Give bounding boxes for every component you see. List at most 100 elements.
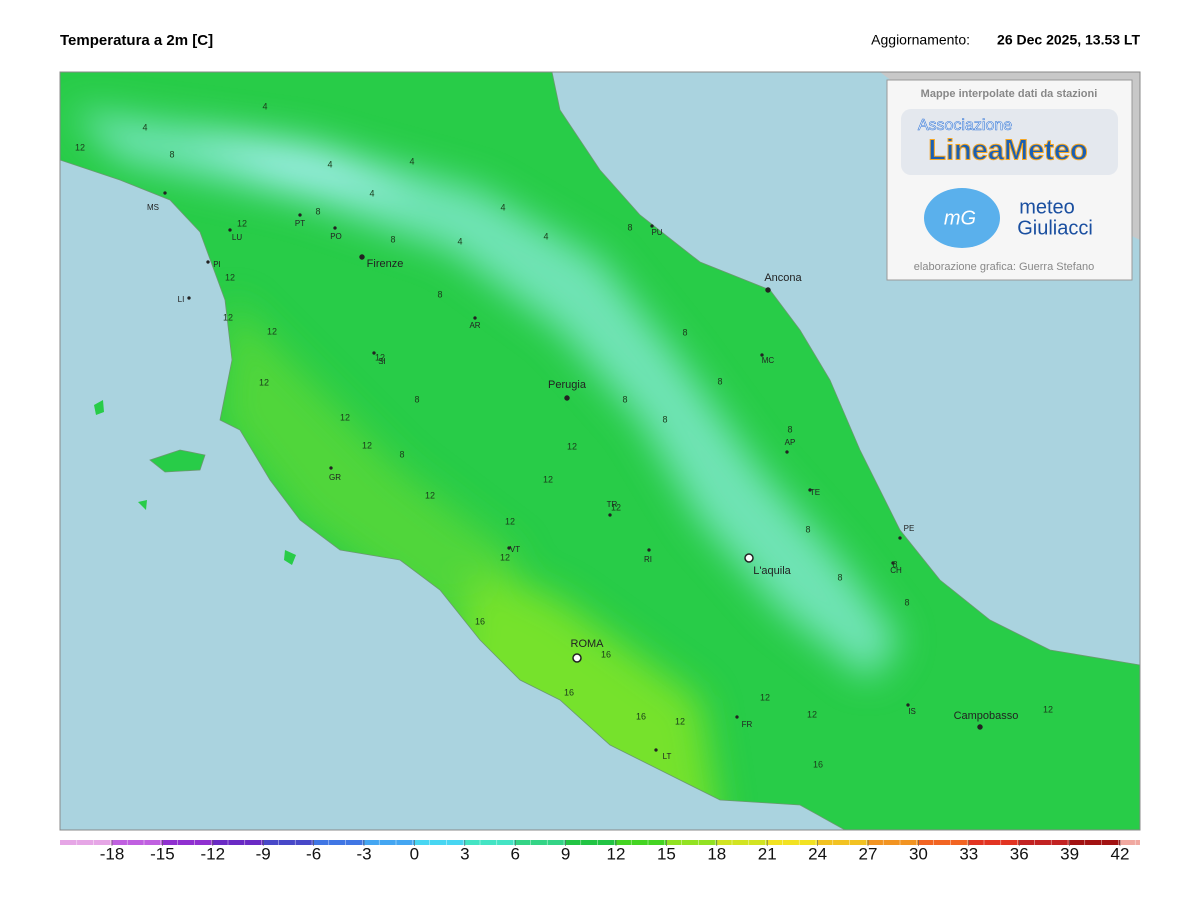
place-dot: [298, 213, 302, 217]
place-label: FR: [742, 720, 753, 729]
contour-label: 12: [675, 716, 685, 726]
colorbar-segment: [263, 840, 314, 845]
colorbar-segment: [1120, 840, 1140, 845]
place-label: TR: [607, 500, 618, 509]
colorbar-tick-label: 3: [460, 844, 469, 863]
colorbar-tick-label: -12: [201, 844, 226, 863]
contour-label: 16: [564, 687, 574, 697]
colorbar-tick-label: 6: [510, 844, 519, 863]
logo-credit: elaborazione grafica: Guerra Stefano: [914, 261, 1094, 273]
contour-label: 8: [399, 449, 404, 459]
colorbar-tick-label: -15: [150, 844, 175, 863]
contour-label: 4: [142, 122, 147, 132]
place-dot: [785, 450, 789, 454]
place-dot: [744, 553, 754, 563]
contour-label: 8: [837, 572, 842, 582]
colorbar-segment: [767, 840, 818, 845]
place-dot: [898, 536, 902, 540]
place-label: Firenze: [367, 258, 404, 270]
colorbar-segment: [464, 840, 516, 845]
logo-meteo: meteo: [1019, 196, 1075, 218]
contour-label: 12: [375, 352, 385, 362]
colorbar-segment: [313, 840, 364, 845]
contour-label: 12: [362, 440, 372, 450]
contour-label: 12: [543, 474, 553, 484]
contour-label: 8: [682, 327, 687, 337]
place-dot: [735, 715, 739, 719]
contour-label: 12: [500, 552, 510, 562]
logo-mg: mG: [944, 207, 976, 229]
place-dot: [329, 466, 333, 470]
contour-label: 8: [904, 597, 909, 607]
place-label: LU: [232, 233, 242, 242]
place-dot: [187, 296, 191, 300]
logo-assoc: Associazione: [918, 117, 1012, 134]
contour-label: 4: [457, 236, 462, 246]
island: [284, 550, 296, 565]
colorbar-segment: [968, 840, 1020, 845]
contour-label: 8: [390, 234, 395, 244]
colorbar-tick-label: 42: [1111, 844, 1130, 863]
colorbar-segment: [414, 840, 465, 845]
colorbar-tick-label: 36: [1010, 844, 1029, 863]
contour-label: 8: [414, 394, 419, 404]
place-dot: [654, 748, 658, 752]
place-label: LI: [178, 295, 185, 304]
place-label: PU: [651, 228, 662, 237]
contour-label: 12: [223, 312, 233, 322]
colorbar-segment: [1019, 840, 1070, 845]
place-dot: [808, 488, 812, 492]
colorbar-segment: [112, 840, 163, 845]
contour-label: 12: [340, 412, 350, 422]
colorbar-segment: [60, 840, 112, 845]
colorbar-tick-label: -6: [306, 844, 321, 863]
place-label: CH: [890, 566, 902, 575]
place-dot: [163, 191, 167, 195]
place-label: LT: [663, 752, 672, 761]
contour-label: 8: [805, 524, 810, 534]
contour-label: 8: [787, 424, 792, 434]
colorbar-tick-label: 9: [561, 844, 570, 863]
contour-label: 8: [437, 289, 442, 299]
place-dot: [372, 351, 376, 355]
place-label: AP: [785, 438, 796, 447]
contour-label: 12: [237, 218, 247, 228]
contour-label: 12: [225, 272, 235, 282]
place-dot: [977, 724, 983, 730]
contour-label: 8: [892, 559, 897, 569]
place-dot: [473, 316, 477, 320]
place-label: Ancona: [764, 272, 802, 284]
contour-label: 8: [622, 394, 627, 404]
contour-label: 4: [500, 202, 505, 212]
contour-label: 4: [369, 188, 374, 198]
place-label: GR: [329, 473, 341, 482]
place-dot: [572, 653, 582, 663]
map-frame: [59, 71, 1141, 831]
contour-label: 16: [601, 649, 611, 659]
contour-label: 12: [807, 709, 817, 719]
contour-label: 12: [425, 490, 435, 500]
place-label: RI: [644, 555, 652, 564]
colorbar: -18 -15 -12 -9 -6 -3 0 3 6 9 12 15 18 21 24 27 30 33 36 39 4…: [60, 840, 1140, 863]
place-label: PO: [330, 232, 342, 241]
island: [94, 400, 104, 415]
contour-label: 12: [75, 142, 85, 152]
place-label: IS: [908, 707, 916, 716]
map-title: Temperatura a 2m [C]: [60, 32, 213, 49]
contour-label: 8: [717, 376, 722, 386]
contour-label: 8: [315, 206, 320, 216]
place-dot: [564, 395, 570, 401]
contour-label: 12: [611, 502, 621, 512]
colorbar-tick-label: 15: [657, 844, 676, 863]
logo-bg: [901, 109, 1118, 175]
colorbar-segment: [162, 840, 213, 845]
logo-brand: LineaMeteo: [928, 135, 1088, 167]
place-dot: [650, 224, 654, 228]
colorbar-tick-label: 0: [410, 844, 419, 863]
colorbar-segment: [868, 840, 919, 845]
colorbar-tick-label: -18: [100, 844, 125, 863]
place-label: Campobasso: [954, 710, 1019, 722]
colorbar-segment: [918, 840, 969, 845]
place-label: PT: [295, 219, 305, 228]
colorbar-segment: [364, 840, 415, 845]
